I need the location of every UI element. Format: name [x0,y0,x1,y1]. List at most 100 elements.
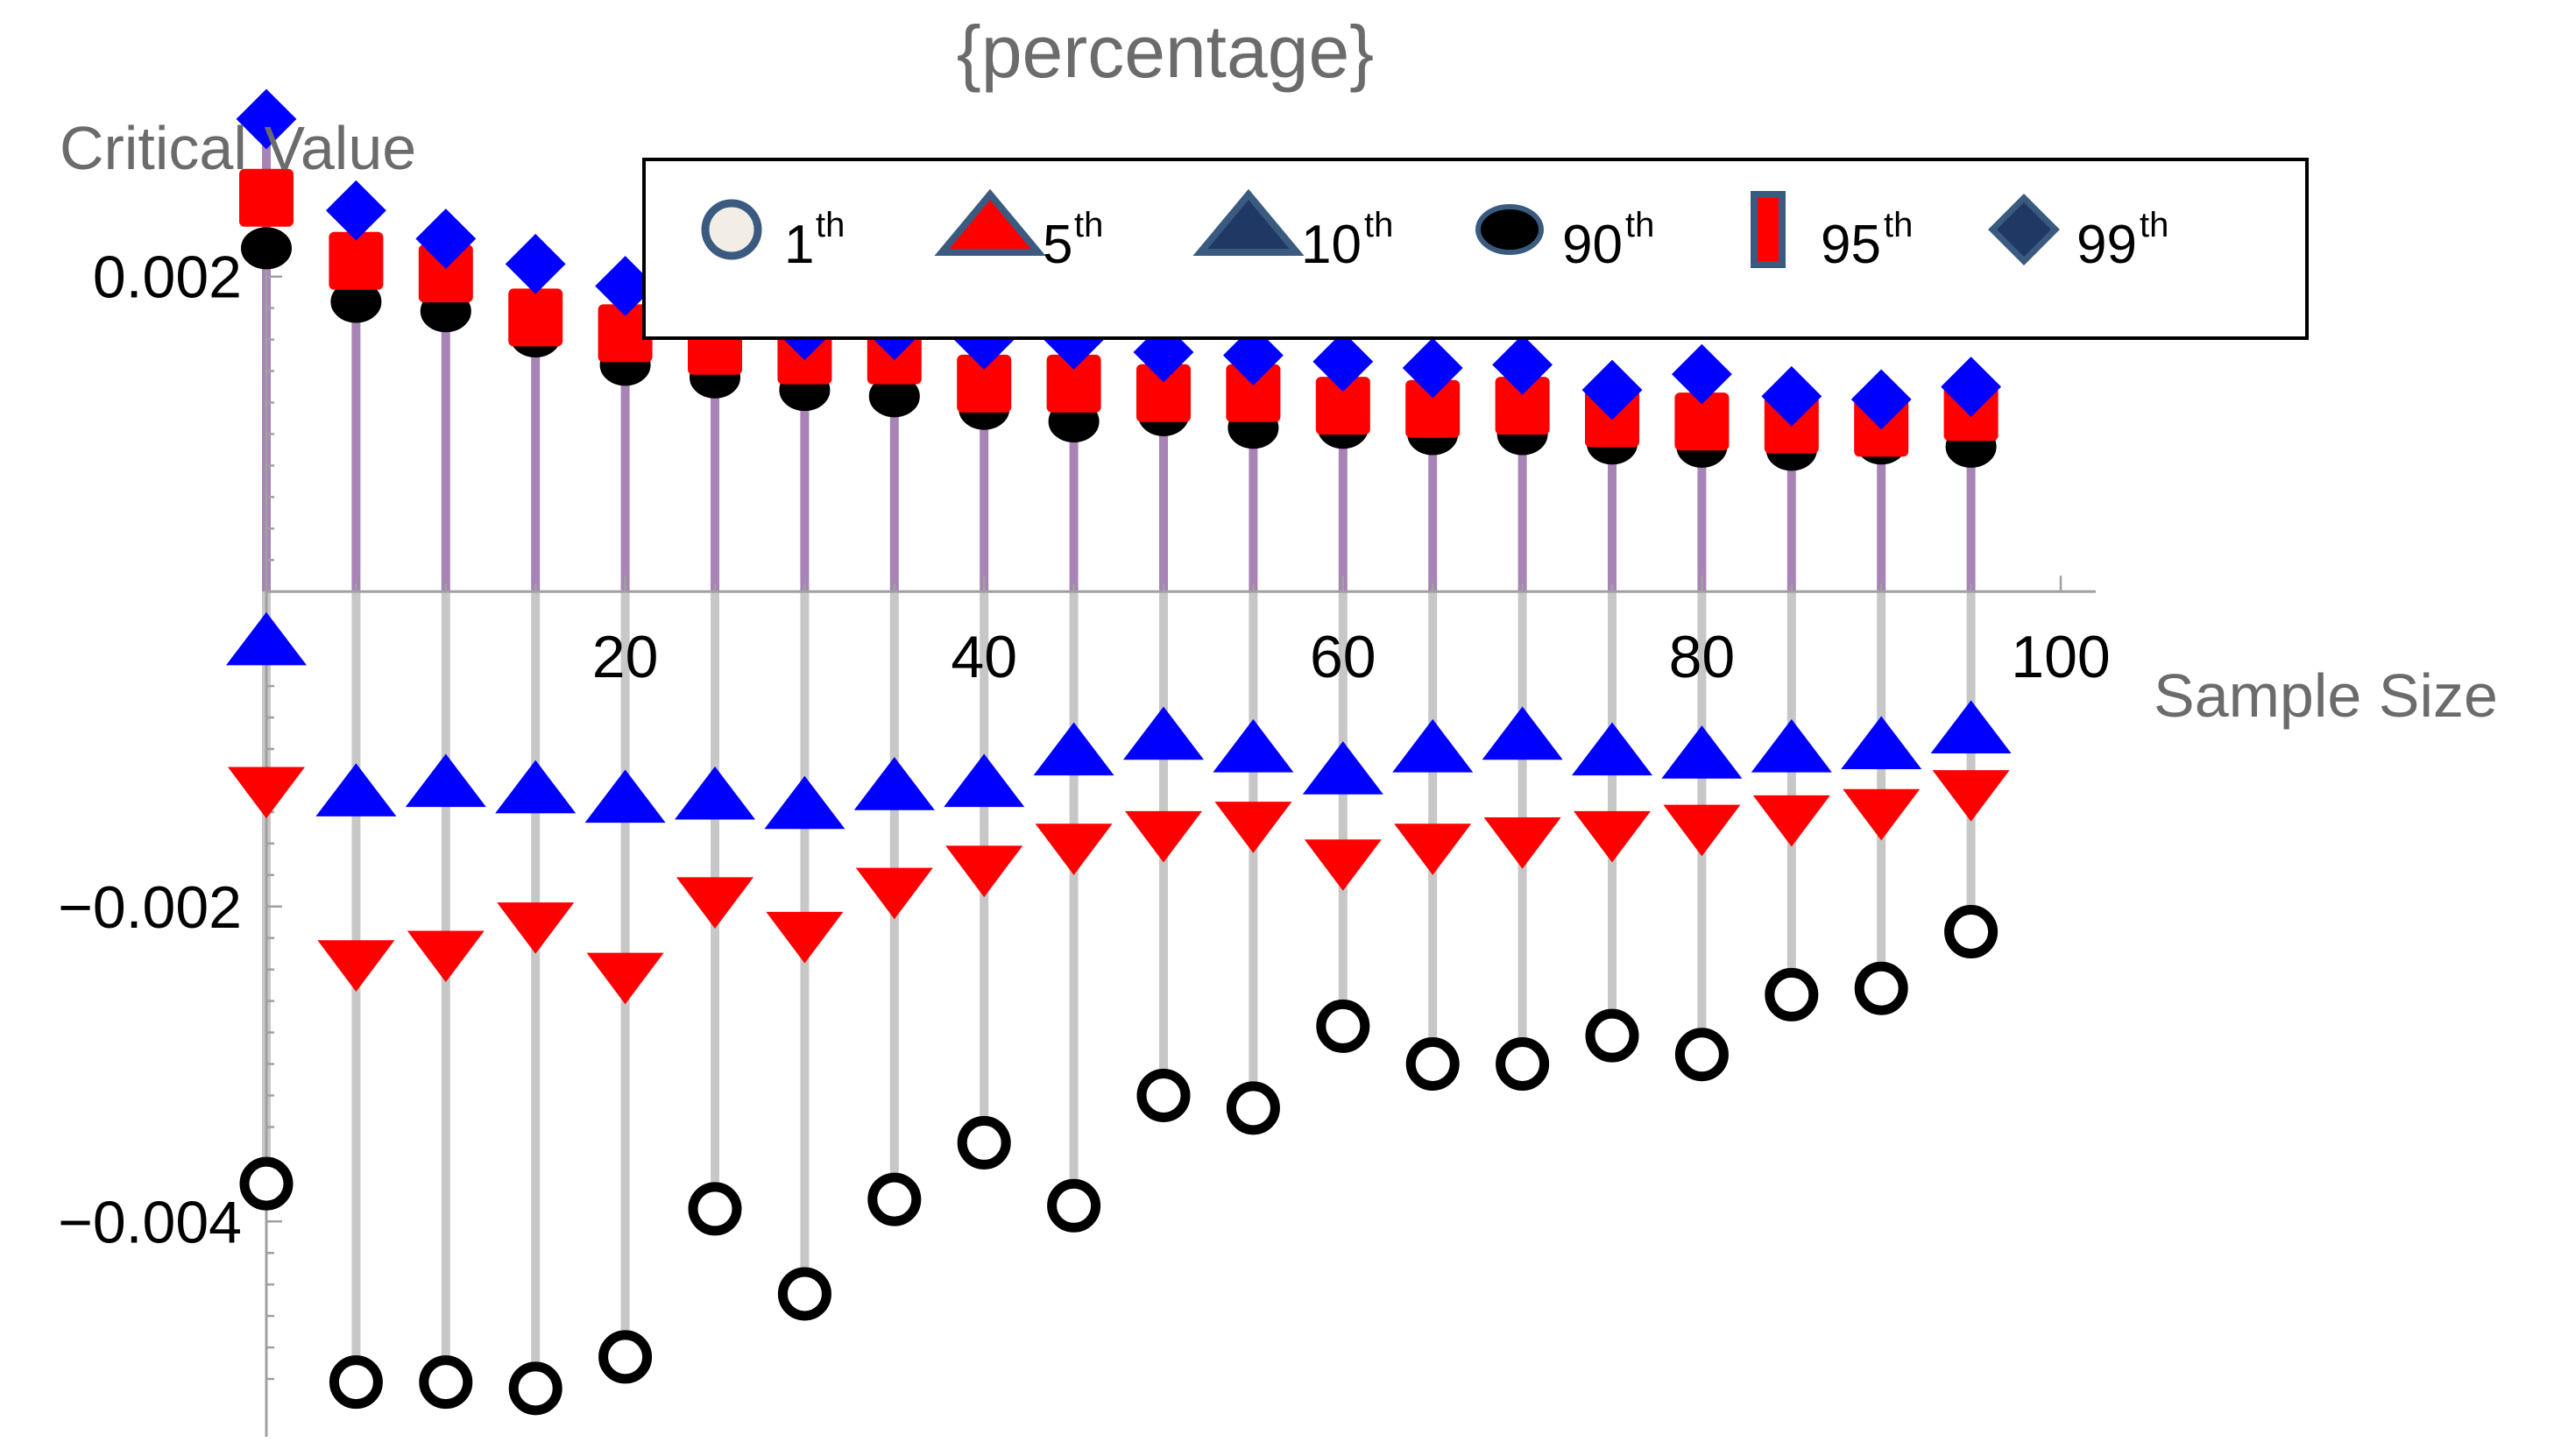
series-5-point [586,952,664,1005]
series-10-point [405,753,486,808]
series-10-point [1302,741,1383,795]
series-5-point [317,940,395,992]
axes-layer: 20 40 60 80 100 0.002 −0.002 −0.004 [58,244,2111,1437]
series-5-point [228,767,305,819]
legend-box [642,158,2309,340]
legend-suffix-1: th [816,206,845,244]
y-tick-label: 0.002 [93,244,242,311]
series-95-point [239,168,294,227]
series-10-point [944,753,1025,808]
legend-suffix-95: th [1884,206,1913,244]
legend-label-99: 99 [2076,215,2137,275]
legend-symbol-99 [1988,194,2060,265]
series-1-point [688,1182,742,1236]
series-5-point [1574,810,1651,863]
series-99-point [1581,359,1643,421]
series-1-point [1765,967,1819,1021]
series-5-point [1843,788,1921,841]
legend-symbol-5 [934,188,1046,256]
series-10-point [1841,716,1922,769]
series-5-point [1932,770,2010,822]
series-5-point [1483,817,1561,869]
series-10-point [1213,718,1294,773]
series-10-point [495,760,577,814]
series-10-point [1751,718,1832,773]
series-1-point [1585,1008,1639,1063]
series-99-point [505,233,566,294]
legend-suffix-99: th [2140,206,2168,244]
series-10-point [225,611,308,666]
series-5-point [1125,810,1202,863]
x-tick-label: 100 [2011,624,2110,690]
series-10-point [1122,706,1205,760]
series-1-point [1316,999,1370,1053]
series-1-point [777,1267,831,1321]
series-99-point [415,209,477,269]
series-99-point [1941,357,2002,417]
y-tick-label: −0.004 [58,1189,242,1255]
series-1-point [508,1361,562,1416]
legend-suffix-10: th [1364,206,1393,244]
series-99-point [1222,325,1284,385]
series-10-point [764,775,845,830]
x-tick-label: 60 [1310,624,1376,690]
legend-suffix-90: th [1625,206,1654,244]
legend-label-10: 10 [1301,215,1362,275]
series-10-point [315,763,397,816]
y-axis-title: Critical Value [60,114,416,182]
series-1-point [1854,961,1908,1015]
marks-layer [225,88,2012,1416]
x-tick-label: 80 [1669,624,1736,690]
series-10-point [1661,725,1743,779]
legend-label-95: 95 [1821,215,1881,275]
series-5-point [407,930,485,983]
series-1-point [1405,1037,1460,1092]
series-5-point [945,845,1023,898]
series-10-point [1033,722,1114,776]
x-axis-title: Sample Size [2154,661,2498,730]
series-99-point [1312,331,1374,392]
series-10-point [584,769,666,823]
series-99-point [1761,365,1822,427]
legend-label-90: 90 [1562,215,1623,275]
series-1-point [1944,905,1999,959]
series-5-point [855,867,933,920]
y-tick-label: −0.002 [58,874,242,941]
series-10-point [1930,700,2012,754]
series-99-point [325,180,386,241]
series-1-point [957,1115,1011,1170]
series-5-point [1752,795,1830,847]
series-99-point [1671,343,1732,405]
series-10-point [1392,718,1474,773]
series-5-point [1394,823,1472,875]
series-1-point [239,1156,294,1211]
series-5-point [766,911,844,964]
series-10-point [674,766,756,820]
series-10-point [1482,706,1563,760]
series-99-point [1850,369,1912,430]
series-95-point [508,288,563,347]
x-tick-label: 40 [951,624,1017,690]
series-1-point [329,1355,383,1410]
series-5-point [497,902,575,954]
series-5-point [1304,839,1382,891]
series-1-point [1226,1081,1280,1135]
legend-symbol-1 [701,199,762,260]
x-tick-label: 20 [592,624,659,690]
series-99-point [1402,337,1463,399]
legend-suffix-5: th [1074,206,1103,244]
series-95-point [329,231,384,290]
chart-title: {percentage} [957,11,1374,93]
series-5-point [676,877,754,929]
series-1-point [419,1355,473,1410]
series-5-point [1214,802,1292,853]
series-90-point [241,227,292,270]
series-99-point [236,88,297,150]
series-99-point [1492,334,1553,395]
series-1-point [1674,1028,1729,1082]
series-10-point [853,757,935,810]
legend-symbol-90 [1475,204,1544,255]
series-1-point [867,1172,922,1226]
